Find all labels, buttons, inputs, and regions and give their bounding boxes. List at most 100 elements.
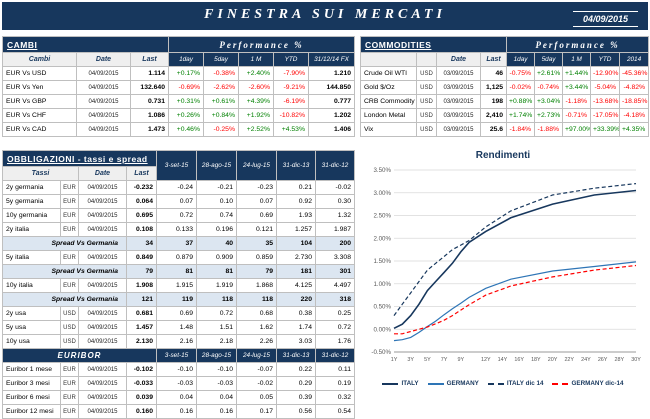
legend-swatch-icon [382,382,399,385]
spread-row: Spread Vs Germania 121 119 118 118 220 318 [2,292,355,307]
date-cell: 03/09/2015 [436,80,481,95]
chart-title: Rendimenti [475,150,531,161]
bonds-body: 2y germania EUR 04/09/2015 -0.232 -0.24 -0.21… [2,180,355,419]
cambi-col-date: Date [76,52,131,67]
spread-last-cell: 79 [126,264,157,279]
hist-value-cell: 0.07 [236,194,277,209]
performance-cell: +0.26% [168,108,204,123]
performance-cell: +4.35% [619,122,650,137]
hist-value-cell: 1.257 [276,222,316,237]
performance-cell: +1.92% [238,108,274,123]
euribor-name: Euribor 12 mesi [2,404,61,419]
hist-value-cell: 0.16 [196,404,237,419]
currency-cell: USD [416,122,437,137]
last-value-cell: 0.695 [126,208,157,223]
performance-cell: +2.61% [534,66,564,81]
hist-value-cell: 0.16 [156,404,197,419]
bond-row: 2y usa USD 04/09/2015 0.681 0.69 0.72 0.68 0.38… [2,306,355,321]
hist-value-cell: 0.69 [156,306,197,321]
currency-pair-name: EUR Vs CAD [2,122,77,137]
cambi-body: EUR Vs USD 04/09/2015 1.114 +0.17% -0.38% +2.… [2,66,356,137]
currency-pair-name: EUR Vs GBP [2,94,77,109]
hist-value-cell: 2.16 [156,334,197,349]
legend-label: GERMANY dic-14 [571,380,624,387]
bond-row: 2y germania EUR 04/09/2015 -0.232 -0.24 -0.21… [2,180,355,195]
hist-value-cell: 0.04 [156,390,197,405]
hist-value-cell: 0.17 [236,404,277,419]
cambi-col-last: Last [130,52,169,67]
performance-cell: +3.04% [534,94,564,109]
euribor-row: Euribor 1 mese EUR 04/09/2015 -0.102 -0.10 -0… [2,362,355,377]
commodity-name: Gold $/Oz [360,80,417,95]
commodity-row: Gold $/Oz USD 03/09/2015 1,125 -0.02% -0.74% +… [360,80,650,95]
performance-cell: +33.39% [590,122,621,137]
last-value-cell: 0.681 [126,306,157,321]
performance-cell: +1.74% [506,108,536,123]
performance-cell: -4.18% [619,108,650,123]
spread-row: Spread Vs Germania 34 37 40 35 104 200 [2,236,355,251]
euribor-row: Euribor 6 mesi EUR 04/09/2015 0.039 0.04 0.04… [2,390,355,405]
fx-31-12-14-cell: 144.850 [307,80,356,95]
currency-cell: USD [416,80,437,95]
date-cell: 03/09/2015 [436,122,481,137]
currency-cell: EUR [60,208,79,223]
last-value-cell: -0.102 [126,362,157,377]
spread-hist-cell: 318 [315,292,355,307]
performance-cell: -0.25% [203,122,239,137]
last-value-cell: -0.232 [126,180,157,195]
cambi-row: EUR Vs GBP 04/09/2015 0.731 +0.31% +0.61% +4.… [2,94,356,109]
currency-cell: USD [416,66,437,81]
spread-label: Spread Vs Germania [2,292,127,307]
performance-cell: -12.90% [590,66,621,81]
performance-cell: -1.88% [534,122,564,137]
fx-31-12-14-cell: 1.210 [307,66,356,81]
commodity-name: CRB Commodity [360,94,417,109]
hist-value-cell: 0.30 [315,194,355,209]
date-cell: 04/09/2015 [76,108,131,123]
performance-cell: +0.17% [168,66,204,81]
currency-cell: USD [60,320,79,335]
bond-name: 5y usa [2,320,61,335]
cambi-col-1day: 1day [168,52,204,67]
hist-value-cell: 1.915 [156,278,197,293]
y-axis-label: 2.00% [373,235,391,242]
hist-value-cell: 0.19 [315,376,355,391]
date-cell: 04/09/2015 [78,222,127,237]
performance-cell: +0.84% [203,108,239,123]
currency-pair-name: EUR Vs CHF [2,108,77,123]
header-bar: FINESTRA SUI MERCATI 04/09/2015 [2,2,648,30]
bond-name: 10y usa [2,334,61,349]
cambi-performance-header: Performance % [167,36,356,53]
performance-cell: +4.53% [273,122,309,137]
spread-hist-cell: 301 [315,264,355,279]
page-title: FINESTRA SUI MERCATI [204,7,446,22]
spread-hist-cell: 40 [196,236,237,251]
performance-cell: -13.68% [590,94,621,109]
rendimenti-chart-panel: Rendimenti 3.50% 3.00% 2.50% 2.00% 1.50% 1.00… [358,148,648,400]
hist-value-cell: -0.03 [156,376,197,391]
currency-pair-name: EUR Vs Yen [2,80,77,95]
bond-name: 2y usa [2,306,61,321]
performance-cell: -4.82% [619,80,650,95]
euribor-row: Euribor 3 mesi EUR 04/09/2015 -0.033 -0.03 -0… [2,376,355,391]
last-value-cell: -0.033 [126,376,157,391]
euribor-col-hist1: 3-set-15 [156,348,197,363]
hist-value-cell: 0.39 [276,390,316,405]
performance-cell: +0.61% [203,94,239,109]
performance-cell: -0.74% [534,80,564,95]
euribor-band-row: EURIBOR 3-set-15 28-ago-15 24-lug-15 31-dic-… [2,348,355,363]
currency-cell: USD [60,306,79,321]
date-cell: 03/09/2015 [436,108,481,123]
hist-value-cell: 0.10 [196,194,237,209]
cambi-row: EUR Vs CAD 04/09/2015 1.473 +0.46% -0.25% +2.… [2,122,356,137]
bonds-col-hist3: 24-lug-15 [236,150,277,181]
bond-name: 10y italia [2,278,61,293]
spread-hist-cell: 81 [156,264,197,279]
bonds-col-hist5: 31-dic-12 [315,150,355,181]
hist-value-cell: 1.74 [276,320,316,335]
spread-hist-cell: 81 [196,264,237,279]
x-axis-label: 1Y [391,357,398,363]
performance-cell: -2.60% [238,80,274,95]
yield-curve-chart: 3.50% 3.00% 2.50% 2.00% 1.50% 1.00% 0.50% 0.00%… [371,167,641,363]
performance-cell: +0.46% [168,122,204,137]
